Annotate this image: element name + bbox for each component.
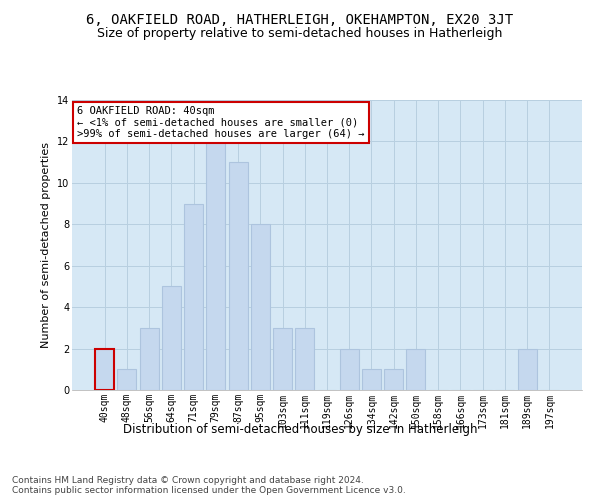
Bar [362, 370, 381, 390]
Bar [140, 328, 158, 390]
Bar [206, 142, 225, 390]
Bar [340, 348, 359, 390]
Text: 6, OAKFIELD ROAD, HATHERLEIGH, OKEHAMPTON, EX20 3JT: 6, OAKFIELD ROAD, HATHERLEIGH, OKEHAMPTO… [86, 12, 514, 26]
Y-axis label: Number of semi-detached properties: Number of semi-detached properties [41, 142, 51, 348]
Bar [162, 286, 181, 390]
Text: 6 OAKFIELD ROAD: 40sqm
← <1% of semi-detached houses are smaller (0)
>99% of sem: 6 OAKFIELD ROAD: 40sqm ← <1% of semi-det… [77, 106, 365, 139]
Bar [251, 224, 270, 390]
Bar [518, 348, 536, 390]
Text: Distribution of semi-detached houses by size in Hatherleigh: Distribution of semi-detached houses by … [123, 422, 477, 436]
Bar [95, 348, 114, 390]
Text: Size of property relative to semi-detached houses in Hatherleigh: Size of property relative to semi-detach… [97, 28, 503, 40]
Text: Contains HM Land Registry data © Crown copyright and database right 2024.
Contai: Contains HM Land Registry data © Crown c… [12, 476, 406, 495]
Bar [406, 348, 425, 390]
Bar [184, 204, 203, 390]
Bar [118, 370, 136, 390]
Bar [384, 370, 403, 390]
Bar [229, 162, 248, 390]
Bar [273, 328, 292, 390]
Bar [295, 328, 314, 390]
